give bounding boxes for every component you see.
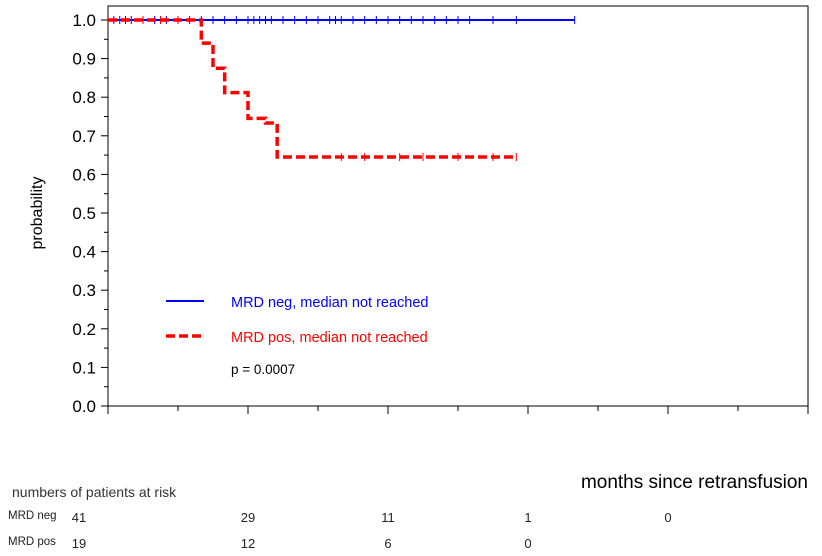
- risk-value: 0: [664, 510, 672, 525]
- y-tick-label: 0.6: [72, 165, 96, 184]
- risk-value: 41: [71, 510, 87, 525]
- risk-row: MRD neg 41 29 11 1 0: [0, 510, 822, 530]
- legend-label-0: MRD neg, median not reached: [231, 295, 428, 311]
- y-tick-label: 0.7: [72, 127, 96, 146]
- y-tick-label: 0.1: [72, 358, 96, 377]
- risk-value: 19: [71, 536, 87, 551]
- risk-row-label: MRD neg: [8, 510, 57, 522]
- km-chart: 0.00.10.20.30.40.50.60.70.80.91.00122436…: [29, 5, 809, 416]
- risk-value: 0: [524, 536, 532, 551]
- p-value-annotation: p = 0.0007: [231, 362, 295, 377]
- y-tick-label: 0.9: [72, 50, 96, 69]
- legend-label-1: MRD pos, median not reached: [231, 330, 428, 346]
- y-tick-label: 0.0: [72, 397, 96, 416]
- y-tick-label: 0.8: [72, 88, 96, 107]
- y-tick-label: 0.3: [72, 281, 96, 300]
- x-axis-title: months since retransfusion: [580, 472, 808, 493]
- y-axis-title: probability: [29, 177, 46, 250]
- risk-row-label: MRD pos: [8, 536, 56, 548]
- risk-value: 29: [240, 510, 256, 525]
- survival-curve-1: [108, 18, 517, 159]
- y-tick-label: 0.4: [72, 243, 96, 262]
- risk-value: 11: [381, 510, 395, 525]
- risk-table-title: numbers of patients at risk: [12, 484, 177, 500]
- risk-value: 12: [240, 536, 256, 551]
- y-tick-label: 0.2: [72, 320, 96, 339]
- risk-value: 1: [524, 510, 532, 525]
- y-tick-label: 0.5: [72, 204, 96, 223]
- risk-row: MRD pos 19 12 6 0: [0, 536, 822, 556]
- risk-value: 6: [384, 536, 392, 551]
- y-tick-label: 1.0: [72, 11, 96, 30]
